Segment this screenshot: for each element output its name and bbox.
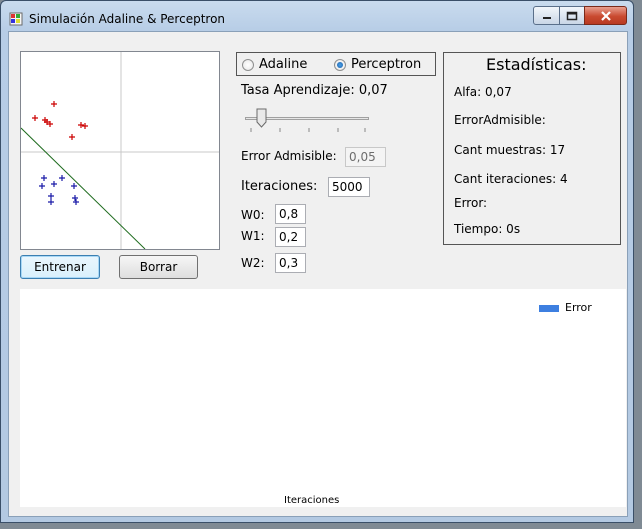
point-red-7: [69, 134, 75, 140]
point-blue-0: [41, 175, 47, 181]
stat-error-admisible: ErrorAdmisible:: [454, 113, 546, 127]
iterations-label: Iteraciones:: [241, 179, 318, 194]
radio-perceptron-label[interactable]: Perceptron: [351, 57, 422, 72]
point-red-0: [51, 101, 57, 107]
stat-cant-iteraciones: Cant iteraciones: 4: [454, 172, 568, 186]
point-blue-5: [48, 193, 54, 199]
train-button[interactable]: Entrenar: [20, 255, 100, 279]
close-icon: [600, 10, 611, 21]
window-title: Simulación Adaline & Perceptron: [29, 12, 226, 26]
point-blue-8: [73, 199, 79, 205]
radio-adaline-label[interactable]: Adaline: [259, 57, 308, 72]
mode-selector: Adaline Perceptron: [236, 52, 436, 76]
minimize-button[interactable]: [533, 6, 560, 25]
error-chart: Error Iteraciones: [20, 289, 626, 507]
learning-rate-label: Tasa Aprendizaje: 0,07: [241, 83, 388, 98]
point-blue-4: [71, 183, 77, 189]
w0-input[interactable]: 0,8: [275, 204, 306, 224]
decision-boundary-line: [21, 127, 146, 249]
stat-alfa: Alfa: 0,07: [454, 85, 512, 99]
maximize-button[interactable]: [559, 6, 585, 25]
radio-adaline[interactable]: [242, 59, 254, 71]
maximize-icon: [566, 11, 578, 20]
clear-button[interactable]: Borrar: [119, 255, 198, 279]
client-area: Entrenar Borrar Adaline Perceptron Tasa …: [8, 31, 628, 517]
learning-rate-slider[interactable]: [245, 106, 371, 134]
point-blue-6: [48, 199, 54, 205]
legend-swatch: [539, 305, 559, 312]
w2-label: W2:: [241, 256, 265, 270]
iterations-input[interactable]: 5000: [328, 177, 370, 197]
point-blue-2: [39, 183, 45, 189]
radio-perceptron[interactable]: [334, 59, 346, 71]
point-blue-3: [51, 181, 57, 187]
point-blue-1: [59, 175, 65, 181]
point-red-1: [32, 115, 38, 121]
error-admisible-label: Error Admisible:: [241, 149, 337, 163]
stat-cant-muestras: Cant muestras: 17: [454, 143, 566, 157]
point-red-5: [82, 123, 88, 129]
scatter-plot-canvas: [21, 52, 219, 249]
statistics-panel: Estadísticas: Alfa: 0,07 ErrorAdmisible:…: [443, 52, 621, 245]
slider-thumb[interactable]: [256, 108, 267, 128]
w1-input[interactable]: 0,2: [275, 227, 306, 247]
slider-track: [245, 117, 369, 120]
app-icon: [9, 12, 23, 26]
error-admisible-input[interactable]: 0,05: [345, 147, 386, 167]
stat-error: Error:: [454, 196, 488, 210]
w0-label: W0:: [241, 208, 265, 222]
statistics-title: Estadísticas:: [486, 55, 587, 74]
point-red-6: [78, 122, 84, 128]
app-window: Simulación Adaline & Perceptron Entrenar…: [0, 0, 634, 523]
minimize-icon: [542, 16, 551, 19]
x-axis-label: Iteraciones: [284, 495, 340, 506]
w1-label: W1:: [241, 229, 265, 243]
scatter-plot[interactable]: [20, 51, 220, 250]
w2-input[interactable]: 0,3: [275, 253, 306, 273]
legend-label: Error: [565, 301, 592, 314]
point-red-4: [44, 119, 50, 125]
close-button[interactable]: [584, 6, 627, 25]
slider-ticks: [250, 128, 366, 132]
stat-tiempo: Tiempo: 0s: [454, 222, 521, 236]
point-blue-7: [72, 195, 78, 201]
